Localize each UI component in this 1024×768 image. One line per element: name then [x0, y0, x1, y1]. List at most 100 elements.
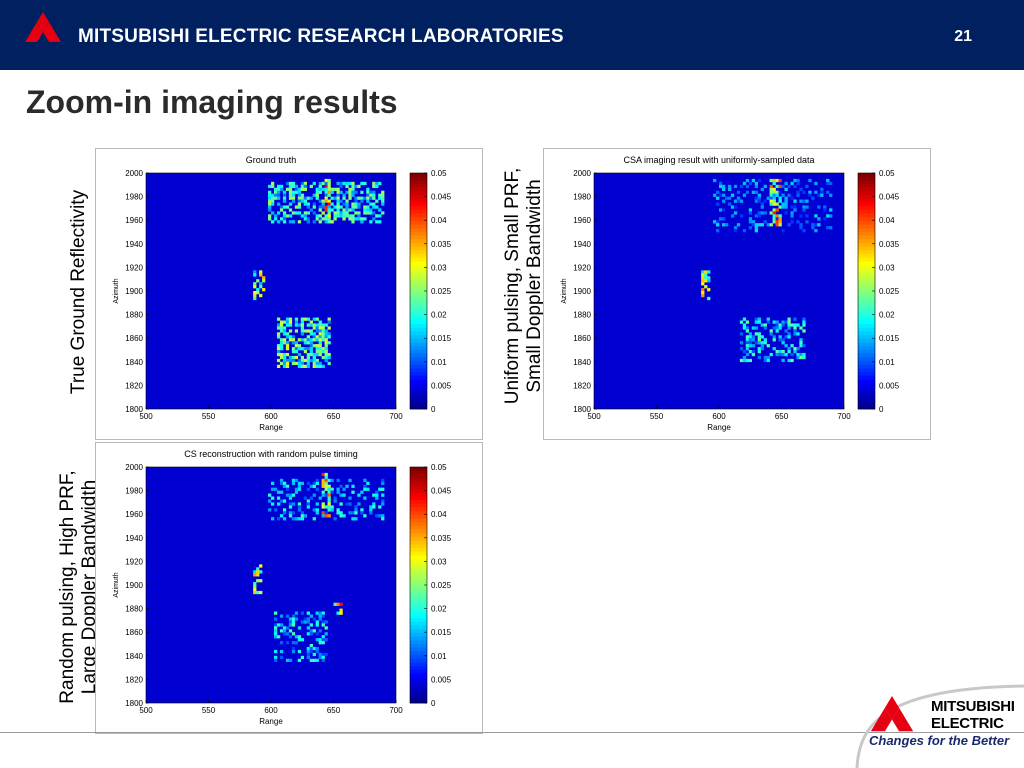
y-tick-label: 1800	[125, 405, 143, 414]
y-tick-label: 2000	[125, 169, 143, 178]
colorbar-tick-label: 0.035	[879, 240, 900, 249]
brand-word-mitsubishi: MITSUBISHI	[931, 698, 1015, 715]
brand-word-electric: ELECTRIC	[931, 715, 1004, 732]
y-tick-label: 1820	[573, 381, 591, 390]
y-tick-label: 1960	[125, 216, 143, 225]
y-tick-label: 1860	[573, 334, 591, 343]
colorbar-tick-label: 0.045	[431, 487, 452, 496]
x-tick-label: 700	[389, 706, 403, 715]
y-tick-label: 1980	[125, 487, 143, 496]
slide-title: Zoom-in imaging results	[26, 84, 398, 120]
colorbar	[858, 173, 875, 410]
heatmap-cells	[701, 178, 833, 363]
y-tick-label: 1960	[125, 510, 143, 519]
x-tick-label: 650	[775, 412, 789, 421]
y-tick-label: 1920	[125, 263, 143, 272]
page-number: 21	[954, 28, 972, 45]
colorbar-tick-label: 0.05	[431, 169, 447, 178]
x-tick-label: 600	[712, 412, 726, 421]
colorbar-tick-label: 0.005	[431, 381, 452, 390]
x-tick-label: 550	[202, 412, 216, 421]
y-tick-label: 1880	[125, 605, 143, 614]
chart-title: CSA imaging result with uniformly-sample…	[623, 155, 814, 165]
y-tick-label: 1880	[573, 311, 591, 320]
colorbar-tick-label: 0.04	[431, 216, 447, 225]
colorbar-tick-label: 0.035	[431, 240, 452, 249]
y-tick-label: 1920	[125, 557, 143, 566]
x-tick-label: 700	[837, 412, 851, 421]
colorbar-tick-label: 0.03	[879, 263, 895, 272]
colorbar-tick-label: 0.005	[431, 675, 452, 684]
colorbar-tick-label: 0.05	[879, 169, 895, 178]
colorbar-tick-label: 0.01	[431, 652, 447, 661]
colorbar-tick-label: 0.04	[431, 510, 447, 519]
x-tick-label: 600	[264, 706, 278, 715]
y-tick-label: 1820	[125, 675, 143, 684]
header-bar: MITSUBISHI ELECTRIC RESEARCH LABORATORIE…	[0, 0, 1024, 70]
colorbar-tick-label: 0.015	[431, 334, 452, 343]
mitsubishi-diamonds-icon	[870, 696, 914, 732]
x-tick-label: 550	[650, 412, 664, 421]
x-tick-label: 550	[202, 706, 216, 715]
x-tick-label: 500	[587, 412, 601, 421]
colorbar-tick-label: 0.025	[431, 287, 452, 296]
x-tick-label: 650	[327, 412, 341, 421]
brand-tagline: Changes for the Better	[869, 733, 1010, 748]
footer-rule	[0, 732, 1024, 733]
colorbar-tick-label: 0.015	[879, 334, 900, 343]
y-tick-label: 1800	[125, 699, 143, 708]
x-tick-label: 600	[264, 412, 278, 421]
colorbar-tick-label: 0.03	[431, 263, 447, 272]
colorbar-tick-label: 0.02	[431, 605, 447, 614]
heatmap-background	[594, 173, 844, 409]
colorbar-tick-label: 0	[879, 405, 884, 414]
uniform-pulsing-side-label: Uniform pulsing, Small PRF, Small Dopple…	[502, 167, 545, 405]
colorbar-tick-label: 0.045	[431, 193, 452, 202]
colorbar-tick-label: 0.03	[431, 557, 447, 566]
y-tick-label: 1860	[125, 334, 143, 343]
csa-imaging-figure: CSA imaging result with uniformly-sample…	[543, 148, 931, 440]
y-tick-label: 1900	[125, 581, 143, 590]
y-tick-label: 1900	[573, 287, 591, 296]
y-tick-label: 1980	[573, 193, 591, 202]
colorbar-tick-label: 0	[431, 699, 436, 708]
y-axis-label: Azimuth	[113, 278, 120, 303]
chart-title: Ground truth	[246, 155, 297, 165]
cs-reconstruction-figure: CS reconstruction with random pulse timi…	[95, 442, 483, 734]
colorbar-tick-label: 0.025	[879, 287, 900, 296]
colorbar-tick-label: 0.025	[431, 581, 452, 590]
colorbar	[410, 173, 427, 410]
colorbar-tick-label: 0.01	[431, 358, 447, 367]
colorbar-tick-label: 0.035	[431, 534, 452, 543]
x-tick-label: 500	[139, 706, 153, 715]
x-tick-label: 650	[327, 706, 341, 715]
colorbar-tick-label: 0.05	[431, 463, 447, 472]
colorbar-tick-label: 0.01	[879, 358, 895, 367]
org-name: MITSUBISHI ELECTRIC RESEARCH LABORATORIE…	[78, 26, 564, 47]
colorbar-tick-label: 0.02	[879, 311, 895, 320]
y-tick-label: 2000	[573, 169, 591, 178]
y-tick-label: 1920	[573, 263, 591, 272]
x-tick-label: 500	[139, 412, 153, 421]
y-tick-label: 1860	[125, 628, 143, 637]
colorbar-tick-label: 0.005	[879, 381, 900, 390]
colorbar-tick-label: 0.045	[879, 193, 900, 202]
y-tick-label: 1840	[125, 652, 143, 661]
x-tick-label: 700	[389, 412, 403, 421]
ground-truth-figure: Ground truth 500 550 600 650 700 Range 2000 1980…	[95, 148, 483, 440]
y-tick-label: 1960	[573, 216, 591, 225]
colorbar-tick-label: 0.015	[431, 628, 452, 637]
colorbar	[410, 467, 427, 704]
colorbar-tick-label: 0.04	[879, 216, 895, 225]
y-tick-label: 1940	[125, 534, 143, 543]
y-tick-label: 1800	[573, 405, 591, 414]
chart-title: CS reconstruction with random pulse timi…	[184, 449, 358, 459]
heatmap-cells	[253, 178, 385, 368]
y-tick-label: 1880	[125, 311, 143, 320]
y-tick-label: 1940	[573, 240, 591, 249]
colorbar-tick-label: 0.02	[431, 311, 447, 320]
y-tick-label: 2000	[125, 463, 143, 472]
y-tick-label: 1840	[573, 358, 591, 367]
y-tick-label: 1840	[125, 358, 143, 367]
y-tick-label: 1980	[125, 193, 143, 202]
